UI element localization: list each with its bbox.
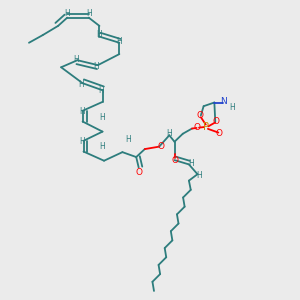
Text: H: H <box>86 9 92 18</box>
Text: O: O <box>171 156 178 165</box>
Text: H: H <box>99 113 105 122</box>
Text: O: O <box>215 129 222 138</box>
Text: N: N <box>220 98 227 106</box>
Text: O: O <box>196 111 203 120</box>
Text: H: H <box>98 86 104 95</box>
Text: H: H <box>196 171 202 180</box>
Text: P: P <box>203 122 209 132</box>
Text: H: H <box>94 62 99 71</box>
Text: O: O <box>194 123 201 132</box>
Text: H: H <box>79 107 85 116</box>
Text: H: H <box>100 142 105 152</box>
Text: H: H <box>78 80 84 89</box>
Text: H: H <box>126 135 131 144</box>
Text: H: H <box>188 159 194 168</box>
Text: O: O <box>136 168 143 177</box>
Text: H: H <box>74 55 79 64</box>
Text: O: O <box>157 142 164 151</box>
Text: H: H <box>64 9 70 18</box>
Text: H: H <box>167 129 172 138</box>
Text: O: O <box>212 117 219 126</box>
Text: H: H <box>79 137 85 146</box>
Text: H: H <box>97 30 102 39</box>
Text: H: H <box>116 37 122 46</box>
Text: H: H <box>229 103 235 112</box>
